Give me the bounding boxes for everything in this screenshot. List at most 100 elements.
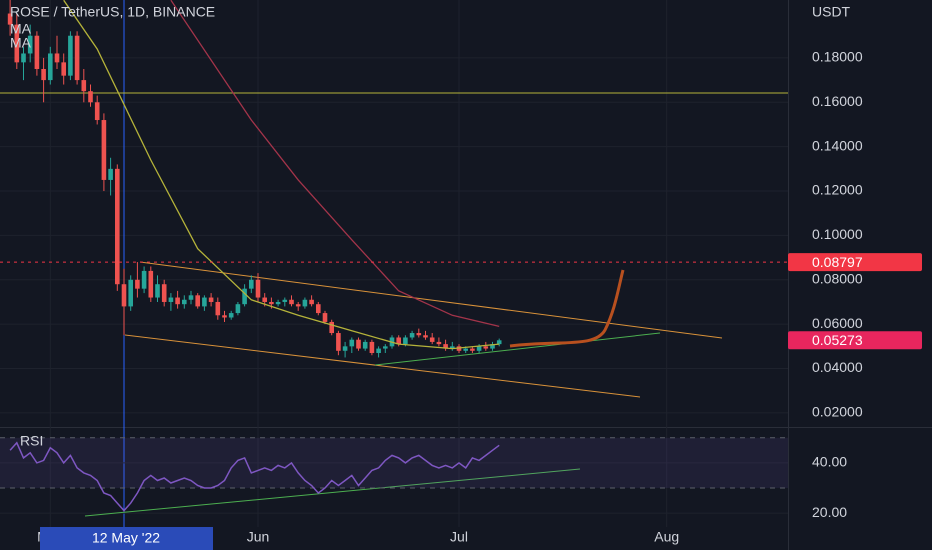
candle-body	[423, 335, 428, 338]
candle-body	[275, 301, 281, 305]
candle-body	[108, 168, 113, 180]
candle-body	[208, 297, 214, 302]
candle-body	[141, 270, 147, 289]
candle-body	[429, 337, 435, 342]
candle-body	[135, 279, 140, 289]
candle-body	[14, 24, 20, 63]
candle-body	[215, 301, 221, 316]
x-tick-label: Aug	[654, 529, 679, 545]
candle-body	[383, 346, 388, 349]
candle-body	[349, 339, 355, 347]
candle-body	[148, 270, 154, 298]
candle-body	[282, 299, 288, 302]
candle-body	[262, 297, 267, 302]
candle-body	[188, 295, 194, 300]
candle-body	[302, 299, 308, 307]
candle-body	[336, 333, 341, 351]
candle-body	[309, 299, 314, 305]
moving-average	[63, 0, 500, 350]
chart-title: ROSE / TetherUS, 1D, BINANCE	[10, 4, 215, 20]
price-label: 0.05273	[812, 332, 863, 348]
y-tick-label: 0.02000	[812, 404, 863, 420]
rsi-title: RSI	[20, 433, 43, 449]
candle-body	[416, 333, 422, 336]
trend-line	[139, 261, 723, 339]
candle-body	[34, 35, 40, 70]
candle-body	[228, 313, 234, 318]
candle-body	[202, 297, 207, 307]
trend-line	[374, 332, 661, 366]
candle-body	[496, 340, 502, 345]
crosshair-label: 12 May '22	[92, 530, 160, 546]
candle-body	[409, 333, 415, 338]
drawings	[0, 92, 788, 398]
candle-body	[68, 35, 73, 76]
y-tick-label: 0.08000	[812, 270, 863, 286]
candle-body	[81, 80, 87, 92]
candle-body	[269, 301, 274, 305]
rsi-line	[9, 441, 500, 512]
y-tick-label: 40.00	[812, 454, 847, 470]
candle-body	[483, 346, 489, 349]
candle-body	[396, 337, 401, 345]
rsi-band	[0, 437, 788, 488]
candle-body	[255, 279, 261, 298]
candle-body	[88, 91, 93, 103]
candle-body	[322, 313, 328, 322]
candle-body	[94, 102, 100, 121]
candle-body	[376, 348, 381, 354]
price-tag	[788, 331, 922, 350]
y-tick-label: 0.14000	[812, 137, 863, 153]
candle-body	[235, 304, 241, 314]
candle-body	[242, 288, 247, 305]
candle-body	[41, 69, 46, 81]
legend-entry: MA	[10, 21, 32, 37]
y-tick-label: 0.18000	[812, 49, 863, 65]
y-tick-label: 0.06000	[812, 315, 863, 331]
candle-body	[48, 53, 53, 81]
y-tick-label: 20.00	[812, 504, 847, 520]
candle-body	[222, 315, 227, 318]
candle-body	[249, 279, 254, 289]
candle-body	[369, 341, 375, 354]
forecast-curve	[509, 269, 625, 348]
legend-entry: MA	[10, 35, 32, 51]
rsi-pane	[0, 437, 788, 517]
candle-body	[195, 295, 200, 307]
candle-body	[121, 284, 127, 307]
candle-body	[74, 35, 80, 81]
price-label: 0.08797	[812, 254, 863, 270]
candle-body	[168, 297, 174, 302]
candle-body	[490, 344, 495, 349]
axis-unit: USDT	[812, 4, 851, 20]
candle-body	[27, 35, 33, 54]
candle-body	[470, 348, 475, 351]
candle-body	[436, 341, 442, 345]
candle-body	[476, 346, 482, 351]
candle-body	[155, 284, 160, 298]
candle-body	[21, 53, 26, 63]
candle-body	[128, 279, 133, 307]
candle-body	[54, 53, 60, 63]
y-tick-label: 0.04000	[812, 359, 863, 375]
candle-body	[342, 346, 348, 351]
candle-body	[450, 346, 455, 349]
candle-body	[161, 284, 167, 302]
rsi-trend-line	[84, 468, 581, 517]
price-tag	[788, 253, 922, 272]
candle-body	[7, 13, 13, 25]
x-tick-label: Jun	[247, 529, 270, 545]
axes: 0.02000 0.04000 0.06000 0.08000 0.10000 0.120…	[37, 49, 922, 550]
candle-body	[403, 337, 408, 345]
candles	[0, 0, 788, 358]
grid	[0, 0, 788, 527]
candle-body	[175, 297, 180, 305]
crosshair-tag	[40, 527, 213, 550]
y-tick-label: 0.10000	[812, 226, 863, 242]
candle-body	[182, 299, 187, 305]
candle-body	[289, 299, 294, 305]
y-tick-label: 0.16000	[812, 93, 863, 109]
trend-line	[124, 334, 641, 398]
